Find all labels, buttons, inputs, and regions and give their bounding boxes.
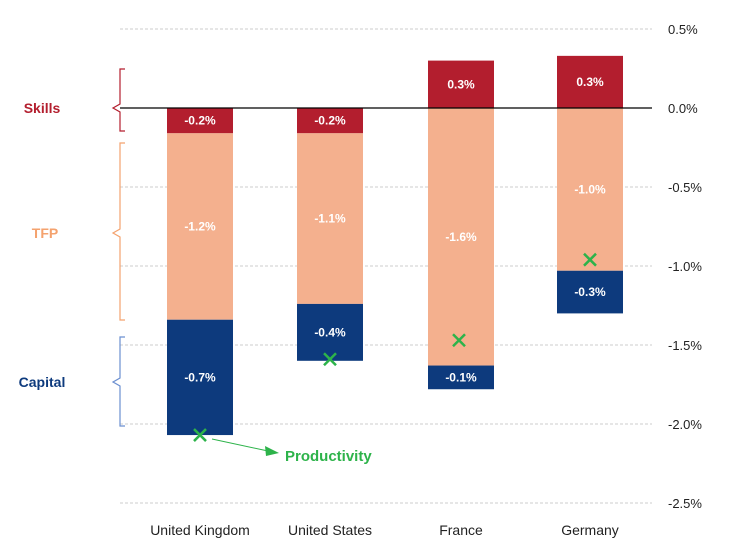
data-label: -0.4% [314,325,346,339]
arrow-head-icon [265,446,279,456]
y-tick-label: 0.0% [668,101,698,116]
bar-segment-skills [557,55,623,108]
legend-bracket [111,68,125,132]
bar-segment-tfp [557,108,623,271]
data-label: 0.3% [576,75,604,89]
bar-segment-capital [428,365,494,390]
legend-label-skills: Skills [24,100,61,116]
legend-bracket [111,336,125,427]
bar-segment-skills [167,108,233,134]
bar-segment-capital [557,270,623,314]
annotation-arrow [211,438,269,452]
y-tick-label: 0.5% [668,22,698,37]
productivity-marker [583,252,597,267]
x-tick-label: United Kingdom [150,522,250,538]
y-tick-label: -1.5% [668,338,702,353]
bar-segment-tfp [167,133,233,320]
data-label: -0.2% [184,114,216,128]
bar-segment-tfp [428,108,494,366]
bar-segment-skills [428,60,494,108]
y-tick-label: -2.0% [668,417,702,432]
productivity-marker [193,428,207,442]
legend-label-tfp: TFP [32,225,58,241]
bar-segment-skills [297,108,363,134]
x-tick-label: United States [288,522,372,538]
bar-segment-capital [167,319,233,436]
data-label: -1.2% [184,220,216,234]
data-label: 0.3% [447,77,475,91]
data-label: -0.3% [574,285,606,299]
bar-segment-capital [297,303,363,361]
legend-bracket [111,142,125,321]
y-tick-label: -1.0% [668,259,702,274]
y-tick-label: -0.5% [668,180,702,195]
data-label: -0.2% [314,114,346,128]
data-label: -1.6% [445,230,477,244]
x-tick-label: Germany [561,522,619,538]
data-label: -1.1% [314,212,346,226]
data-label: -1.0% [574,182,606,196]
data-label: -0.1% [445,370,477,384]
productivity-annotation: Productivity [285,448,372,465]
productivity-marker [452,333,466,348]
y-tick-label: -2.5% [668,496,702,511]
legend-label-capital: Capital [19,374,66,390]
x-tick-label: France [439,522,483,538]
bar-segment-tfp [297,133,363,304]
productivity-marker [323,352,337,367]
data-label: -0.7% [184,370,216,384]
